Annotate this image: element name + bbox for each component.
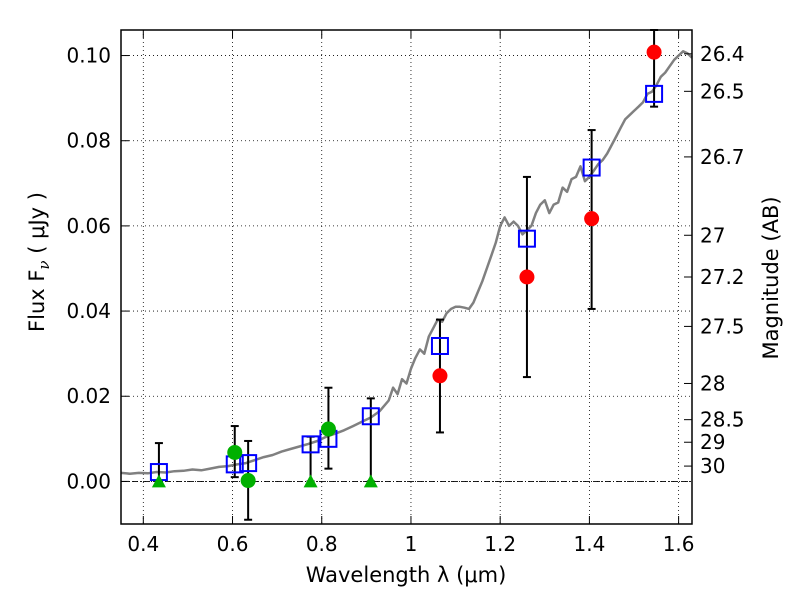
magnitude-tick-label: 26.7 <box>700 145 745 169</box>
x-tick-label: 1.2 <box>484 532 516 556</box>
magnitude-tick-label: 28.5 <box>700 408 745 432</box>
x-tick-label: 0.8 <box>306 532 338 556</box>
y-axis-title-main: Flux F <box>25 270 49 332</box>
detection-point-green <box>320 421 336 437</box>
y-tick-label: 0.10 <box>66 44 111 68</box>
model-spectrum <box>120 50 693 475</box>
axes-frame <box>120 29 693 525</box>
upper-limit-triangle <box>363 474 378 488</box>
model-flux-square <box>239 454 258 473</box>
detection-point-green <box>240 473 256 489</box>
magnitude-tick-label: 30 <box>700 454 725 478</box>
upper-limit-triangle <box>303 474 318 488</box>
detection-point-red <box>584 211 600 227</box>
upper-limit-triangle <box>151 474 166 488</box>
y-tick-label: 0.00 <box>66 469 111 493</box>
magnitude-tick-label: 26.4 <box>700 42 745 66</box>
detection-point-red <box>646 44 662 60</box>
model-flux-square <box>645 84 664 103</box>
right-axis-title: Magnitude (AB) <box>759 196 783 359</box>
model-flux-square <box>582 158 601 177</box>
magnitude-tick-label: 27.2 <box>700 265 745 289</box>
model-spectrum-line <box>120 50 693 475</box>
detection-point-red <box>432 368 448 384</box>
magnitude-tick-label: 28 <box>700 371 725 395</box>
y-axis-title-subscript: ν <box>35 260 53 269</box>
y-axis-title: Flux Fν ( μJy ) <box>25 192 53 332</box>
y-tick-label: 0.06 <box>66 214 111 238</box>
x-axis-title: Wavelength λ (μm) <box>306 563 507 587</box>
model-flux-square <box>517 229 536 248</box>
tick-labels: 0.4 0.6 0.8 1 1.2 1.4 1.6 0.00 0.02 0.04 0.06 0.08 0… <box>66 42 744 556</box>
model-flux-square <box>361 407 380 426</box>
detection-point-green <box>227 444 243 460</box>
magnitude-tick-label: 26.5 <box>700 79 745 103</box>
y-tick-label: 0.02 <box>66 384 111 408</box>
magnitude-tick-label: 27.5 <box>700 314 745 338</box>
magnitude-tick-label: 27 <box>700 223 725 247</box>
x-tick-label: 1 <box>405 532 418 556</box>
model-flux-square <box>430 336 449 355</box>
x-tick-label: 0.4 <box>127 532 159 556</box>
detection-point-red <box>519 269 535 285</box>
y-tick-label: 0.04 <box>66 299 111 323</box>
data-markers <box>149 44 664 489</box>
x-tick-label: 1.4 <box>573 532 605 556</box>
x-tick-label: 1.6 <box>663 532 695 556</box>
model-flux-square <box>301 435 320 454</box>
magnitude-tick-label: 29 <box>700 430 725 454</box>
y-axis-title-unit: ( μJy ) <box>25 192 49 260</box>
y-tick-label: 0.08 <box>66 129 111 153</box>
x-tick-label: 0.6 <box>217 532 249 556</box>
